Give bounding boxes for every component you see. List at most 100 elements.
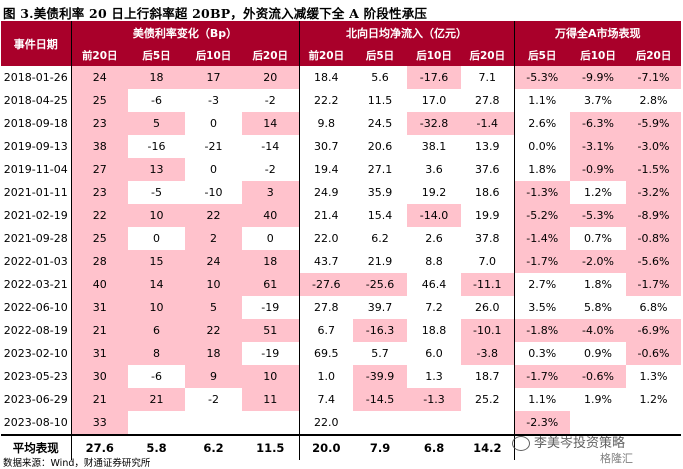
table-row: 2023-08-10 33 22.0 -2.3%: [1, 411, 681, 435]
table-cell: 43.7: [314, 255, 339, 268]
event-date: 2022-01-03: [1, 250, 72, 273]
table-cell: 1.2%: [584, 186, 612, 199]
table-cell: -39.9: [353, 365, 408, 388]
table-row: 2019-11-04 27 13 0 -2 19.4 27.1 3.6 37.6 1.8% -0.9…: [1, 158, 682, 181]
table-cell: -3.0%: [626, 135, 682, 158]
table-cell: 25: [71, 227, 128, 250]
table-cell: -5.3%: [570, 204, 627, 227]
table-cell: 1.0: [317, 370, 336, 383]
table-cell: 1.8%: [528, 163, 557, 176]
table-cell: 1.1%: [528, 94, 557, 107]
table-cell: 7.1: [461, 66, 515, 89]
subheader-2: 后10日: [185, 44, 242, 66]
table-cell: -5.6%: [626, 250, 682, 273]
figure-title: 图 3.美债利率 20 日上行斜率超 20BP，外资流入减缓下全 A 阶段性承压: [3, 6, 428, 21]
subheader-5: 后5日: [353, 44, 408, 66]
table-row: 2023-06-29 21 21 -2 11 7.4 -14.5 -1.3 25.2 1.1% 1.…: [1, 388, 681, 411]
table-cell: 40: [71, 273, 128, 296]
table-cell: -16.3: [353, 319, 408, 342]
table-cell: 11: [242, 388, 300, 411]
table-cell: 5.6: [371, 71, 389, 84]
event-table: 事件日期 美债利率变化（Bp） 北向日均净流入（亿元） 万得全A市场表现 前20…: [1, 21, 682, 460]
average-cell: 6.8: [407, 434, 462, 460]
table-cell: 19.4: [314, 163, 339, 176]
subheader-7: 后20日: [461, 44, 515, 66]
table-cell: 22: [185, 319, 242, 342]
table-cell: -3: [208, 94, 219, 107]
table-cell: 33: [71, 411, 128, 435]
table-cell: 8.8: [425, 255, 443, 268]
table-cell: 2.6%: [528, 117, 557, 130]
table-cell: 38: [71, 135, 128, 158]
table-cell: -27.6: [299, 273, 354, 296]
table-cell: -0.6%: [626, 342, 682, 365]
table-cell: -9.9%: [570, 66, 627, 89]
subheader-3: 后20日: [242, 44, 300, 66]
table-cell: 9: [185, 365, 242, 388]
table-row: 2019-09-13 38 -16 -21 -14 30.7 20.6 38.1 13.9 0.0…: [1, 135, 682, 158]
table-cell: 31: [71, 296, 128, 319]
average-cell: 14.2: [461, 434, 515, 460]
table-cell: 7.2: [425, 301, 443, 314]
table-cell: 14: [242, 112, 300, 135]
table-row: 2023-05-23 30 -6 9 10 1.0 -39.9 1.3 18.7 -1.7% -0.…: [1, 365, 681, 388]
table-cell: 30: [71, 365, 128, 388]
table-cell: 2.8%: [639, 94, 668, 107]
table-row: 2022-01-03 28 15 24 18 43.7 21.9 8.8 7.0 -1.7% -2.…: [1, 250, 682, 273]
table-cell: 0: [242, 227, 300, 250]
average-cell: 7.9: [353, 434, 408, 460]
table-cell: -2: [208, 393, 219, 406]
table-cell: 27.8: [314, 301, 339, 314]
table-cell: 35.9: [367, 186, 393, 199]
table-cell: 21.4: [314, 209, 339, 222]
event-date: 2021-02-19: [1, 204, 72, 227]
table-cell: -19: [242, 342, 300, 365]
table-cell: 6.0: [425, 347, 443, 360]
table-cell: 0.3%: [528, 347, 557, 360]
table-cell: 27.1: [367, 163, 393, 176]
table-cell: -2: [242, 158, 300, 181]
table-cell: [128, 411, 185, 435]
table-cell: -0.9%: [570, 158, 627, 181]
table-cell: 5.8%: [584, 301, 612, 314]
table-cell: 21: [71, 319, 128, 342]
average-cell: 27.6: [71, 434, 128, 460]
table-cell: 7.0: [461, 250, 515, 273]
table-cell: -19: [242, 296, 300, 319]
table-row: 2023-02-10 31 8 18 -19 69.5 5.7 6.0 -3.8 0.3% 0.9%…: [1, 342, 682, 365]
table-cell: -14.0: [407, 204, 462, 227]
event-date: 2021-01-11: [1, 181, 72, 204]
table-cell: 3.7%: [584, 94, 612, 107]
table-cell: 37.8: [461, 227, 515, 250]
event-date: 2022-03-21: [1, 273, 72, 296]
table-cell: 69.5: [314, 347, 339, 360]
table-cell: 23: [71, 112, 128, 135]
event-date: 2023-02-10: [1, 342, 72, 365]
table-cell: 1.3: [425, 370, 443, 383]
table-cell: -6: [151, 370, 162, 383]
table-cell: -11.1: [461, 273, 515, 296]
table-cell: 21: [128, 388, 185, 411]
table-row: 2021-02-19 22 10 22 40 21.4 15.4 -14.0 19.9 -5.2%…: [1, 204, 682, 227]
average-cell: 6.2: [185, 434, 242, 460]
table-cell: 61: [242, 273, 300, 296]
table-cell: 27: [71, 158, 128, 181]
table-cell: 3: [242, 181, 300, 204]
average-cell: 20.0: [299, 434, 354, 460]
table-cell: 26.0: [461, 296, 515, 319]
header-group-us-yield: 美债利率变化（Bp）: [71, 21, 300, 44]
subheader-8: 后5日: [514, 44, 571, 66]
table-cell: [242, 411, 300, 435]
table-cell: 5: [128, 112, 185, 135]
table-cell: 18: [128, 66, 185, 89]
table-cell: -1.3: [407, 388, 462, 411]
table-cell: 22.0: [314, 232, 339, 245]
table-cell: -2.0%: [570, 250, 627, 273]
table-cell: -14.5: [353, 388, 408, 411]
table-cell: -1.7%: [626, 273, 682, 296]
subheader-6: 后10日: [407, 44, 462, 66]
table-cell: -1.7%: [514, 365, 571, 388]
table-cell: 1.1%: [528, 393, 557, 406]
table-cell: 10: [242, 365, 300, 388]
table-cell: 20: [242, 66, 300, 89]
